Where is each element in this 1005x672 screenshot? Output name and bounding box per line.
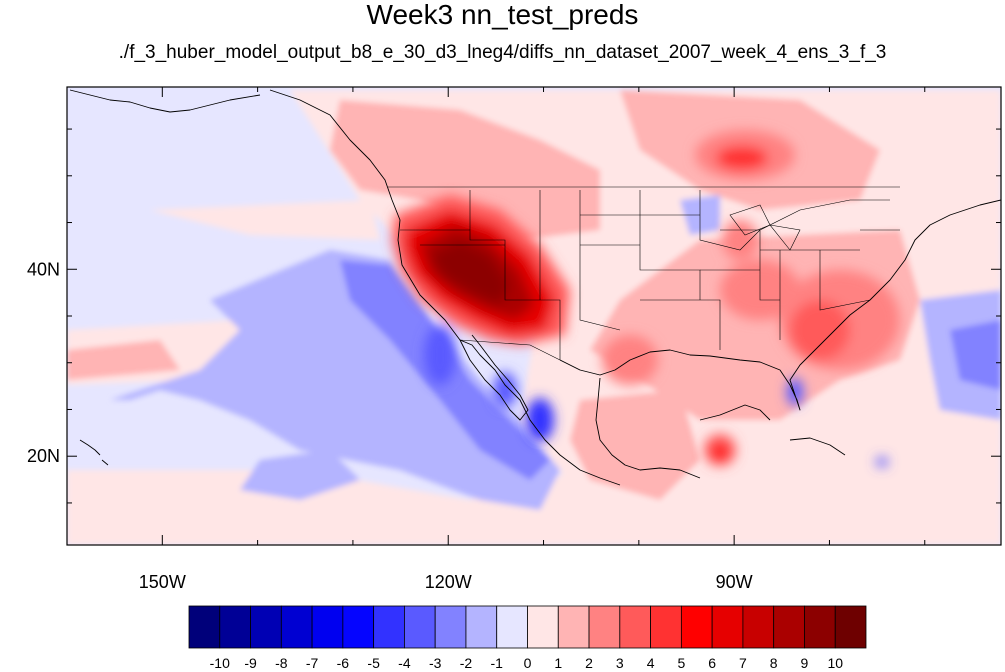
colorbar-swatch [404, 605, 436, 649]
colorbar-swatch [804, 605, 836, 649]
colorbar-swatch [742, 605, 775, 649]
colorbar-label: 7 [739, 655, 747, 671]
colorbar-label: -8 [275, 655, 288, 671]
colorbar-label: 2 [585, 655, 593, 671]
chart-title: Week3 nn_test_preds [366, 0, 639, 30]
colorbar-label: 1 [554, 655, 562, 671]
chart-subtitle: ./f_3_huber_model_output_b8_e_30_d3_lneg… [118, 42, 887, 63]
colorbar-label: 8 [770, 655, 778, 671]
colorbar [188, 605, 867, 649]
field-light-red-zone [150, 200, 380, 240]
field-strong-blue-spot [526, 398, 554, 442]
axis-ticks [66, 87, 1001, 545]
colorbar-label: -7 [306, 655, 319, 671]
anomaly-field [67, 87, 1001, 545]
colorbar-label: 6 [708, 655, 716, 671]
hawaii-coastline [79, 439, 101, 456]
field-pink-zone [330, 100, 600, 240]
y-axis-labels: 40N 20N [27, 259, 60, 466]
state-borders [388, 186, 900, 371]
colorbar-swatch [588, 605, 621, 649]
field-strong-blue-spot [787, 378, 803, 406]
atlantic-gulf-coastline [559, 199, 1001, 411]
field-red-spot [716, 146, 768, 170]
alaska-coastline [69, 89, 261, 113]
colorbar-swatch [342, 605, 375, 649]
colorbar-swatch [527, 605, 559, 649]
colorbar-swatch [619, 605, 651, 649]
field-strong-blue-spot [424, 325, 456, 385]
state-border [400, 190, 701, 331]
colorbar-label: -6 [337, 655, 350, 671]
field-strong-blue-spot [493, 372, 517, 408]
colorbar-swatch [250, 605, 282, 649]
colorbar-swatch [650, 605, 682, 649]
colorbar-label: -10 [210, 655, 230, 671]
y-tick-label-20n: 20N [27, 446, 60, 466]
field-light-red-zone [880, 90, 1001, 180]
colorbar-swatch [219, 605, 251, 649]
field-red-spot [712, 444, 728, 460]
state-border [469, 190, 561, 360]
colorbar-swatch [557, 605, 590, 649]
pacific-coastline [269, 89, 621, 486]
colorbar-label: 4 [647, 655, 655, 671]
colorbar-label: -4 [398, 655, 411, 671]
hawaii-coastline [101, 459, 109, 466]
colorbar-label: -3 [429, 655, 442, 671]
cuba-coastline [789, 437, 846, 456]
field-strong-blue-spot [876, 457, 888, 467]
colorbar-label: 9 [801, 655, 809, 671]
state-border [580, 214, 900, 350]
coastlines [69, 89, 1001, 486]
field-red-spot [722, 220, 758, 260]
yucatan-coastline [699, 404, 771, 421]
field-light-red-zone [67, 470, 620, 545]
field-hot-core [430, 240, 510, 305]
field-red-spot [790, 300, 850, 360]
field-pink-zone [67, 340, 180, 380]
field-blue-zone [950, 320, 1001, 390]
colorbar-swatch [496, 605, 528, 649]
colorbar-swatch [434, 605, 467, 649]
us-mexico-border [459, 339, 581, 371]
colorbar-label: 0 [524, 655, 532, 671]
x-tick-label-90w: 90W [716, 572, 753, 592]
field-pink-zone [570, 390, 700, 500]
colorbar-label: 3 [616, 655, 624, 671]
colorbar-label: 5 [677, 655, 685, 671]
colorbar-swatch [834, 605, 867, 649]
colorbar-label: 10 [827, 655, 843, 671]
great-lakes-outline [699, 190, 890, 251]
colorbar-label: -5 [367, 655, 380, 671]
field-light-blue-zone [240, 450, 360, 500]
colorbar-swatch [280, 605, 313, 649]
x-tick-label-150w: 150W [139, 572, 186, 592]
colorbar-swatch [465, 605, 498, 649]
x-tick-label-120w: 120W [425, 572, 472, 592]
colorbar-labels: -10 -9 -8 -7 -6 -5 -4 -3 -2 -1 0 1 2 3 4… [210, 655, 844, 671]
colorbar-label: -9 [244, 655, 257, 671]
colorbar-swatch [711, 605, 744, 649]
mexico-gulf-coastline [595, 377, 701, 479]
great-lakes-outline [729, 204, 801, 251]
colorbar-swatch [188, 605, 221, 649]
colorbar-swatch [680, 605, 713, 649]
baja-california-coastline [459, 334, 529, 421]
colorbar-swatch [773, 605, 805, 649]
colorbar-label: -1 [491, 655, 504, 671]
y-tick-label-40n: 40N [27, 259, 60, 279]
colorbar-swatch [373, 605, 405, 649]
colorbar-swatch [311, 605, 344, 649]
colorbar-label: -2 [460, 655, 473, 671]
x-axis-labels: 150W 120W 90W [139, 572, 753, 592]
field-light-blue-zone [110, 250, 560, 510]
